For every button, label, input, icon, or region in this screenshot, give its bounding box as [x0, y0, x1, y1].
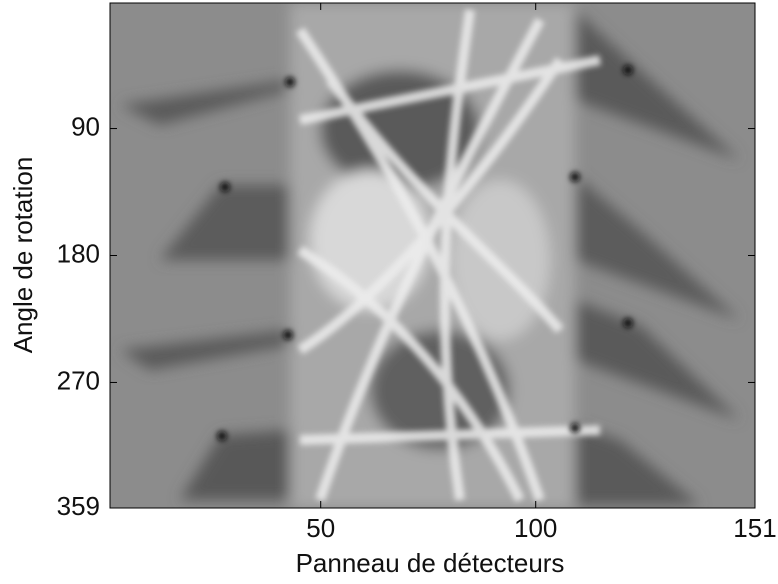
sinogram-image [110, 3, 755, 508]
y-tick-label: 180 [57, 238, 100, 268]
x-tick-label: 151 [733, 513, 776, 543]
page: Panneau de détecteurs Angle de rotation … [0, 0, 778, 584]
x-tick-label: 100 [514, 513, 557, 543]
chart: Panneau de détecteurs Angle de rotation … [0, 0, 778, 584]
x-axis-label: Panneau de détecteurs [296, 548, 565, 578]
y-axis-label: Angle de rotation [8, 157, 38, 354]
y-tick-label: 90 [71, 111, 100, 141]
y-tick-label: 270 [57, 365, 100, 395]
x-tick-label: 50 [306, 513, 335, 543]
y-tick-label: 359 [57, 491, 100, 521]
